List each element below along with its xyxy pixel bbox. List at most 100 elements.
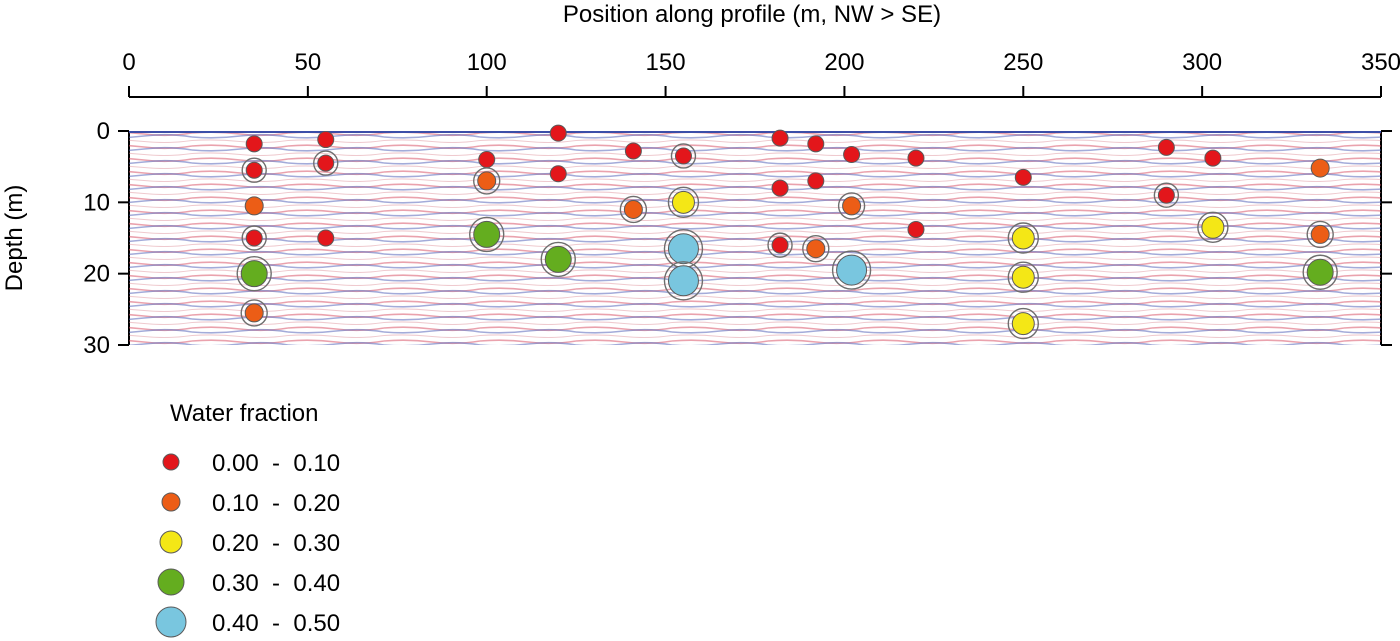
sample-point-ring <box>831 250 872 290</box>
x-tick-label: 100 <box>467 49 507 76</box>
sample-point-ring <box>240 299 268 327</box>
sample-point-marker <box>1204 149 1222 167</box>
sample-point-marker <box>842 196 862 216</box>
sample-point <box>767 232 793 258</box>
legend-entries: 0.00 - 0.10 0.10 - 0.20 0.20 - 0.30 0.30 - … <box>155 450 340 638</box>
legend-label: 0.20 - 0.30 <box>212 530 340 557</box>
sample-point-marker <box>1011 226 1035 250</box>
sample-point <box>907 149 925 167</box>
sample-point <box>245 135 263 153</box>
sample-point-ring <box>313 150 339 176</box>
x-axis-ticks: 0 50 100 150 200 250 300 350 <box>122 49 1400 97</box>
legend-swatch <box>155 606 187 638</box>
sample-point-ring <box>241 157 267 183</box>
sample-point-marker <box>1306 258 1334 286</box>
sample-point-marker <box>771 129 789 147</box>
sample-point <box>236 255 272 292</box>
sample-point-marker <box>1310 158 1330 178</box>
sample-point-marker <box>317 154 335 172</box>
sample-point <box>469 216 505 253</box>
sample-point-marker <box>245 229 263 247</box>
sample-point <box>831 250 872 290</box>
sample-point-marker <box>317 131 335 149</box>
sample-point-marker <box>807 172 825 190</box>
sample-point-marker <box>1011 312 1035 336</box>
radar-profile-background <box>129 131 1381 345</box>
x-tick-label: 250 <box>1003 49 1043 76</box>
sample-point <box>478 151 496 169</box>
sample-point <box>802 234 830 263</box>
sample-point <box>1204 149 1222 167</box>
sample-point-marker <box>1201 215 1225 239</box>
sample-point-marker <box>806 239 826 259</box>
sample-point-marker <box>836 254 868 286</box>
sample-point-ring <box>767 232 793 258</box>
sample-point <box>240 299 268 327</box>
legend-entry: 0.30 - 0.40 <box>157 568 340 597</box>
sample-point-ring <box>670 143 697 169</box>
sample-point <box>1197 211 1229 244</box>
x-tick-label: 200 <box>824 49 864 76</box>
sample-point-ring <box>1007 307 1039 340</box>
x-tick-label: 350 <box>1361 49 1400 76</box>
sample-point <box>1153 182 1180 208</box>
sample-point-marker <box>549 124 567 142</box>
sample-point <box>807 172 825 190</box>
x-tick-label: 0 <box>122 49 135 76</box>
legend-swatch <box>157 568 185 596</box>
sample-point-ring <box>236 255 272 292</box>
legend-title: Water fraction <box>170 400 319 427</box>
legend-entry: 0.00 - 0.10 <box>162 450 340 477</box>
sample-point-ring <box>540 241 576 278</box>
sample-point-marker <box>1014 168 1032 186</box>
sample-point-marker <box>667 233 699 265</box>
sample-point <box>624 142 642 160</box>
sample-point-marker <box>1310 224 1330 244</box>
sample-point-ring <box>802 234 830 263</box>
sample-point <box>244 196 264 216</box>
sample-point <box>1157 138 1175 156</box>
sample-point-marker <box>907 220 925 238</box>
sample-point-marker <box>667 265 699 297</box>
sample-point <box>317 131 335 149</box>
sample-point <box>473 167 501 195</box>
sample-point-marker <box>843 146 861 164</box>
sample-point-marker <box>771 179 789 197</box>
legend-swatch <box>162 453 180 471</box>
sample-point-marker <box>907 149 925 167</box>
sample-point-ring <box>473 167 501 195</box>
legend-swatch <box>159 530 183 554</box>
legend-entry: 0.20 - 0.30 <box>159 530 340 557</box>
y-tick-label: 0 <box>97 118 110 145</box>
sample-point-ring <box>663 261 704 301</box>
sample-point-marker <box>624 142 642 160</box>
y-tick-label: 20 <box>83 261 110 288</box>
sample-point <box>241 225 267 251</box>
sample-point <box>1007 307 1039 340</box>
sample-point <box>540 241 576 278</box>
y-axis-title: Depth (m) <box>1 185 28 292</box>
sample-point <box>1310 158 1330 178</box>
sample-point <box>907 220 925 238</box>
legend-label: 0.10 - 0.20 <box>212 490 340 517</box>
sample-point-ring <box>1007 261 1039 293</box>
sample-point-marker <box>245 135 263 153</box>
legend-entry: 0.40 - 0.50 <box>155 606 340 638</box>
sample-point-marker <box>1157 138 1175 156</box>
sample-point <box>771 179 789 197</box>
sample-point-marker <box>244 303 264 323</box>
sample-point-marker <box>671 190 695 214</box>
sample-point-ring <box>1302 254 1338 290</box>
sample-point <box>670 143 697 169</box>
sample-point <box>549 124 567 142</box>
radar-profile-area <box>129 131 1381 345</box>
sample-point-marker <box>317 229 335 247</box>
sample-point-marker <box>240 260 268 288</box>
sample-point-ring <box>837 192 866 220</box>
sample-point <box>771 129 789 147</box>
x-tick-label: 300 <box>1182 49 1222 76</box>
legend-swatch <box>161 492 181 512</box>
sample-point-marker <box>674 147 692 165</box>
sample-point-marker <box>544 245 572 273</box>
